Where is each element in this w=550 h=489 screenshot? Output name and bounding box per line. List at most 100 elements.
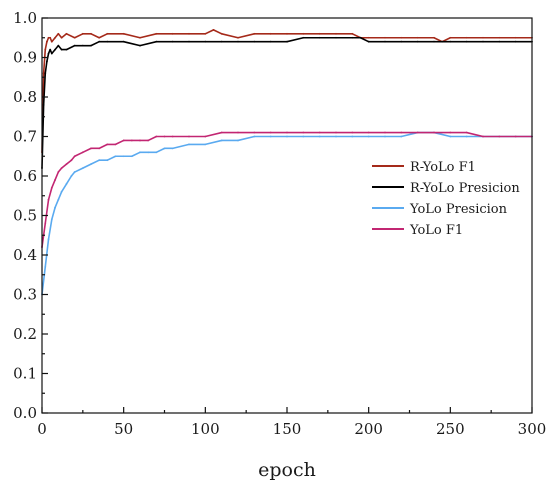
- series-3-point-8: [70, 159, 73, 162]
- series-0-point-17: [139, 36, 141, 39]
- series-0-point-13: [90, 32, 92, 35]
- series-0-point-25: [253, 32, 256, 35]
- series-0-point-37: [433, 36, 435, 39]
- series-2-point-14: [114, 155, 117, 158]
- series-0-point-41: [482, 36, 484, 39]
- x-tick-label-2: 100: [191, 420, 220, 438]
- series-2-point-27: [269, 135, 272, 138]
- series-1-point-27: [302, 36, 305, 39]
- series-0-point-39: [449, 36, 452, 39]
- series-3-point-12: [98, 147, 101, 150]
- series-2-point-20: [163, 147, 166, 150]
- series-2-point-25: [237, 139, 239, 142]
- series-1-point-4: [47, 52, 50, 55]
- series-0-point-19: [171, 32, 174, 35]
- series-1-point-7: [54, 48, 56, 51]
- series-3-point-17: [139, 139, 141, 142]
- series-3-point-27: [269, 131, 272, 134]
- series-line-0: [41, 29, 532, 153]
- series-3-point-35: [400, 131, 403, 134]
- series-3-point-3: [50, 186, 53, 189]
- series-2-point-29: [302, 135, 305, 138]
- series-3-point-15: [122, 139, 125, 142]
- series-0-point-7: [54, 36, 56, 39]
- series-3-point-34: [384, 131, 386, 134]
- series-3-point-25: [237, 131, 239, 134]
- y-tick-label-7: 0.7: [13, 128, 37, 146]
- series-3-point-9: [73, 155, 76, 158]
- series-1-point-29: [335, 36, 337, 39]
- series-3-point-11: [90, 147, 92, 150]
- series-1-point-31: [359, 36, 362, 39]
- series-3-point-24: [220, 131, 223, 134]
- y-tick-label-8: 0.8: [13, 88, 37, 106]
- series-1-point-20: [188, 40, 190, 43]
- series-0-point-18: [155, 32, 158, 35]
- series-1-point-18: [155, 40, 158, 43]
- series-3-point-20: [163, 135, 166, 138]
- series-1-point-6: [50, 52, 53, 55]
- series-2-point-3: [50, 218, 53, 221]
- series-2-point-16: [130, 155, 133, 158]
- series-1-point-3: [46, 60, 48, 63]
- series-0-point-12: [81, 32, 84, 35]
- series-1-point-13: [90, 44, 92, 47]
- series-0-point-11: [73, 36, 76, 39]
- series-0-point-29: [318, 32, 321, 35]
- series-3-point-42: [514, 135, 517, 138]
- series-3-point-22: [188, 135, 190, 138]
- series-0-point-40: [465, 36, 468, 39]
- series-1-point-23: [237, 40, 239, 43]
- series-2-point-31: [335, 135, 337, 138]
- series-3-point-13: [106, 143, 109, 146]
- x-tick-label-1: 50: [114, 420, 133, 438]
- series-1-point-8: [57, 44, 60, 47]
- series-2-point-30: [318, 135, 321, 138]
- y-tick-label-0: 0.0: [13, 404, 37, 422]
- series-0-point-42: [498, 36, 501, 39]
- series-0-point-24: [237, 36, 239, 39]
- series-0-point-23: [220, 32, 223, 35]
- series-2-point-33: [367, 135, 370, 138]
- x-tick-label-5: 250: [436, 420, 465, 438]
- series-2-point-24: [220, 139, 223, 142]
- series-0-point-8: [57, 32, 60, 35]
- series-2-point-8: [70, 175, 73, 177]
- series-1-point-19: [171, 40, 174, 43]
- series-0-point-21: [204, 32, 207, 35]
- series-2-point-9: [73, 171, 76, 173]
- series-3-point-4: [54, 179, 56, 181]
- series-3-point-14: [114, 143, 117, 146]
- series-2-point-17: [139, 151, 141, 154]
- series-1-point-10: [65, 48, 68, 51]
- series-1-point-11: [73, 44, 76, 47]
- series-3-point-32: [351, 131, 354, 134]
- series-2-point-11: [90, 163, 92, 166]
- series-2-point-1: [44, 265, 47, 268]
- series-3-point-41: [498, 135, 501, 138]
- series-2-point-32: [351, 135, 354, 138]
- series-3-point-1: [44, 222, 47, 225]
- series-1-point-33: [384, 40, 386, 43]
- series-1-point-17: [139, 44, 141, 47]
- x-tick-label-6: 300: [518, 420, 547, 438]
- series-0-point-28: [302, 32, 305, 35]
- series-1-point-2: [44, 72, 47, 75]
- series-3-point-33: [367, 131, 370, 134]
- series-1-point-25: [269, 40, 272, 43]
- x-tick-label-3: 150: [273, 420, 302, 438]
- series-1-point-28: [318, 36, 321, 39]
- series-1-point-39: [482, 40, 484, 43]
- series-2-point-28: [286, 135, 288, 138]
- series-2-point-34: [384, 135, 386, 138]
- series-0-point-27: [286, 32, 288, 35]
- series-1-point-15: [106, 40, 109, 43]
- series-1-point-30: [351, 36, 354, 39]
- series-0-point-20: [188, 32, 190, 35]
- series-3-point-38: [449, 131, 452, 134]
- series-0-point-36: [416, 36, 419, 39]
- series-0-point-26: [269, 32, 272, 35]
- series-0-point-6: [50, 40, 53, 43]
- series-0-point-34: [384, 36, 386, 39]
